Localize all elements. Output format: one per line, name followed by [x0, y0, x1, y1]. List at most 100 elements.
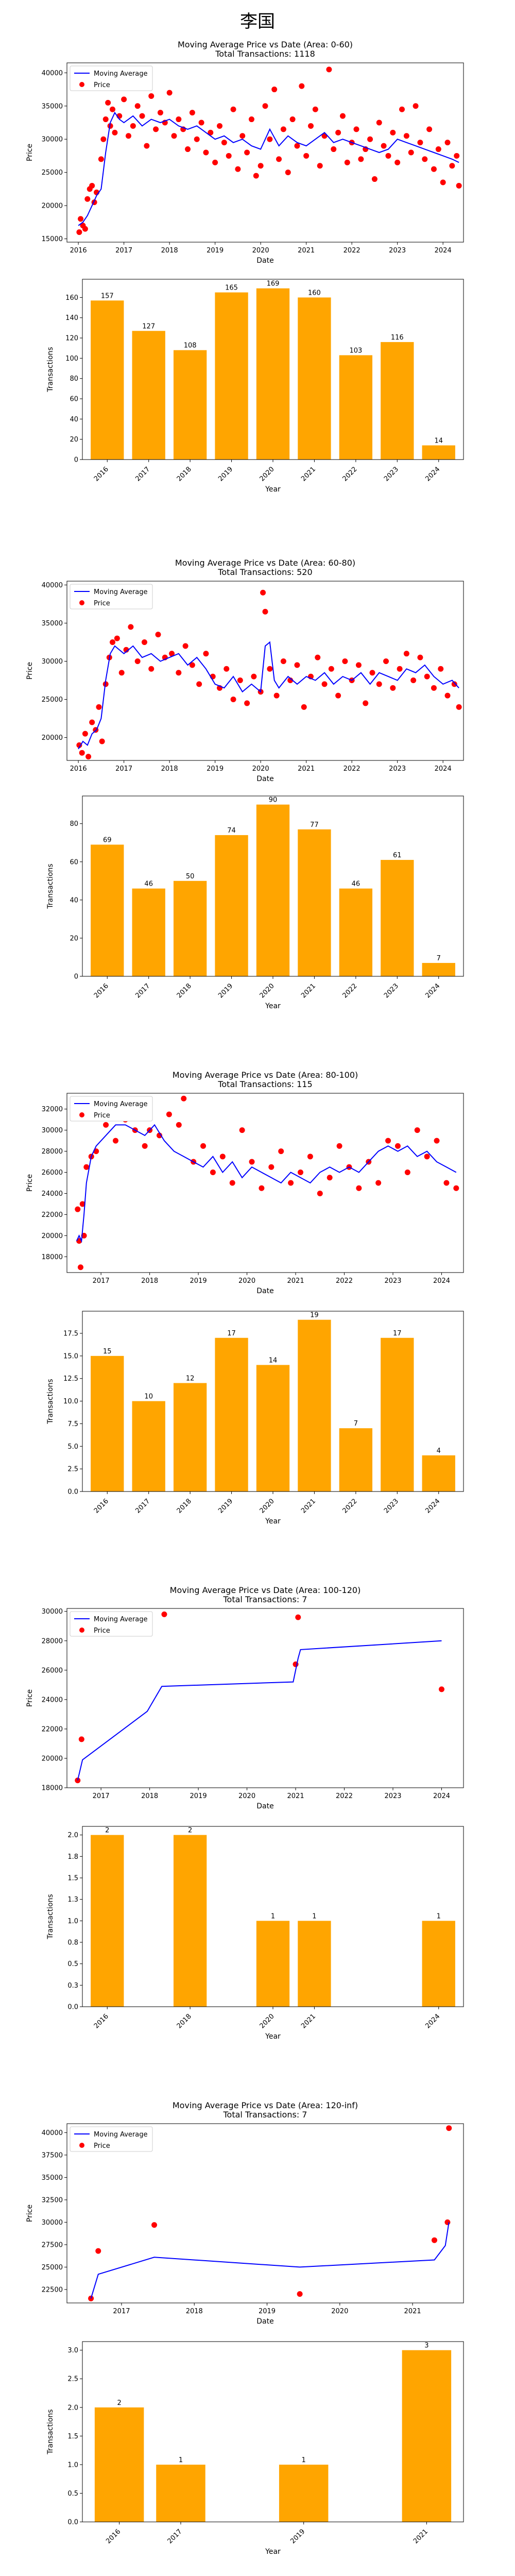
y-tick-label: 0.8 [67, 1939, 78, 1947]
x-tick-label: 2017 [166, 2528, 184, 2545]
y-tick-label: 32000 [42, 1106, 63, 1113]
price-point [294, 662, 300, 668]
price-point [371, 176, 377, 182]
x-axis-label: Year [265, 2548, 281, 2556]
legend-label-price: Price [94, 600, 110, 607]
x-tick-label: 2019 [217, 982, 234, 999]
y-tick-label: 22000 [42, 1211, 63, 1219]
bar-value-label: 1 [179, 2456, 183, 2464]
bar [339, 355, 373, 460]
price-point [342, 658, 348, 664]
price-point [230, 697, 236, 703]
x-tick-label: 2021 [300, 982, 317, 999]
y-tick-label: 24000 [42, 1190, 63, 1198]
y-tick-label: 40 [70, 896, 78, 904]
x-tick-label: 2024 [435, 765, 452, 773]
price-point [76, 229, 82, 235]
y-tick-label: 35000 [42, 2174, 63, 2182]
bar-value-label: 127 [142, 323, 155, 330]
price-point [121, 96, 127, 103]
y-tick-label: 20000 [42, 1232, 63, 1240]
y-tick-label: 30000 [42, 2219, 63, 2227]
y-tick-label: 27500 [42, 2241, 63, 2249]
x-tick-label: 2020 [252, 765, 269, 773]
legend-point-swatch [79, 1628, 84, 1633]
price-point [142, 1143, 148, 1149]
price-point [262, 608, 268, 615]
x-tick-label: 2024 [433, 1792, 450, 1800]
legend-label-moving-average: Moving Average [94, 588, 147, 596]
bar [132, 1401, 165, 1492]
price-point [139, 113, 145, 119]
x-tick-label: 2019 [190, 1277, 207, 1285]
bar-value-label: 50 [186, 873, 195, 880]
bar-value-label: 108 [184, 342, 197, 350]
price-point [317, 163, 323, 169]
y-tick-label: 26000 [42, 1667, 63, 1674]
x-tick-label: 2022 [336, 1792, 353, 1800]
price-point [171, 133, 177, 139]
y-tick-label: 40000 [42, 2129, 63, 2137]
price-point [98, 156, 104, 162]
x-tick-label: 2023 [389, 247, 406, 255]
price-point [185, 146, 191, 152]
price-point [312, 106, 318, 112]
x-tick-label: 2019 [207, 765, 224, 773]
y-tick-label: 20 [70, 935, 78, 942]
bar [132, 331, 165, 460]
x-tick-label: 2019 [217, 465, 234, 483]
x-tick-label: 2018 [161, 247, 178, 255]
chart-panel-0: Moving Average Price vs Date (Area: 0-60… [26, 40, 464, 265]
y-tick-label: 12.5 [63, 1375, 78, 1383]
legend-box [70, 65, 153, 91]
plot-frame [82, 1826, 464, 2007]
legend-label-moving-average: Moving Average [94, 1100, 147, 1108]
bar [173, 880, 207, 976]
y-tick-label: 1.8 [67, 1853, 78, 1861]
price-point [355, 662, 362, 668]
price-point [110, 639, 116, 645]
price-point [95, 2248, 101, 2254]
bar [339, 1428, 373, 1492]
chart-title: Moving Average Price vs Date (Area: 80-1… [173, 1070, 358, 1080]
price-point [326, 66, 332, 73]
y-axis-label: Transactions [46, 347, 55, 392]
price-point [262, 103, 268, 109]
x-tick-label: 2020 [259, 1497, 276, 1515]
x-tick-label: 2023 [383, 1497, 400, 1515]
x-tick-label: 2021 [287, 1792, 304, 1800]
x-axis-label: Date [256, 1802, 273, 1810]
plot-frame [82, 2341, 464, 2522]
x-tick-label: 2024 [424, 2012, 441, 2030]
bar [94, 2407, 144, 2522]
price-point [196, 681, 202, 687]
bar [215, 292, 248, 460]
bar-value-label: 10 [144, 1393, 153, 1401]
bar-value-label: 2 [117, 2399, 121, 2407]
y-tick-label: 20000 [42, 734, 63, 742]
price-point [435, 146, 441, 152]
x-tick-label: 2022 [336, 1277, 353, 1285]
y-tick-label: 28000 [42, 1637, 63, 1645]
price-point [358, 156, 364, 162]
price-point [369, 670, 375, 676]
legend-point-swatch [79, 600, 84, 605]
price-point [239, 133, 246, 139]
chart-subtitle: Total Transactions: 115 [217, 1079, 312, 1089]
price-point [253, 173, 259, 179]
price-point [134, 103, 141, 109]
y-tick-label: 20000 [42, 202, 63, 210]
price-point [336, 1143, 342, 1149]
y-tick-label: 0 [74, 456, 78, 464]
y-axis-label: Transactions [46, 863, 55, 909]
y-tick-label: 20000 [42, 1755, 63, 1762]
y-tick-label: 1.0 [67, 1918, 78, 1925]
price-point [216, 123, 222, 129]
chart-panel-4: Moving Average Price vs Date (Area: 80-1… [26, 1070, 464, 1295]
bar-value-label: 1 [312, 1912, 316, 1920]
price-point [118, 670, 125, 676]
bar-value-label: 77 [310, 821, 319, 829]
x-tick-label: 2017 [115, 765, 132, 773]
moving-average-line [90, 2222, 450, 2299]
moving-average-line [78, 641, 459, 750]
